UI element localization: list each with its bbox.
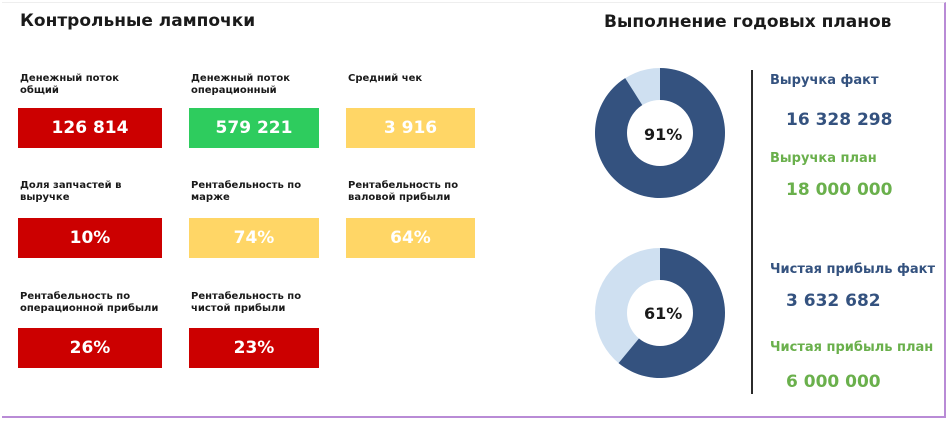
lamp-cashflow-operating: 579 221 <box>189 108 319 148</box>
lamp-label-cashflow-total: Денежный поток общий <box>20 73 120 96</box>
revenue-plan-percent: 91% <box>644 125 683 144</box>
revenue-fact-value: 16 328 298 <box>786 110 893 130</box>
donut-hole <box>627 280 693 346</box>
divider-line <box>751 70 753 394</box>
revenue-plan-value: 18 000 000 <box>786 180 893 200</box>
lamp-label-cashflow-operating: Денежный поток операционный <box>191 73 291 96</box>
lamp-label-parts-share: Доля запчастей в выручке <box>20 180 122 203</box>
revenue-plan-donut <box>595 68 725 198</box>
lamp-operating-profitability: 26% <box>18 328 162 368</box>
profit-plan-value: 6 000 000 <box>786 372 881 392</box>
profit-fact-value: 3 632 682 <box>786 291 881 311</box>
lamp-parts-share: 10% <box>18 218 162 258</box>
lamp-label-gross-profitability: Рентабельность по валовой прибыли <box>348 180 459 203</box>
revenue-fact-label: Выручка факт <box>770 73 879 88</box>
profit-plan-label: Чистая прибыль план <box>770 340 934 355</box>
lamp-margin-profitability: 74% <box>189 218 319 258</box>
revenue-plan-label: Выручка план <box>770 151 877 166</box>
lamp-label-margin-profitability: Рентабельность по марже <box>191 180 302 203</box>
lamps-title: Контрольные лампочки <box>20 11 256 31</box>
donut-hole <box>627 100 693 166</box>
profit-plan-donut <box>595 248 725 378</box>
profit-fact-label: Чистая прибыль факт <box>770 262 936 277</box>
lamp-label-operating-profitability: Рентабельность по операционной прибыли <box>20 291 159 314</box>
lamp-cashflow-total: 126 814 <box>18 108 162 148</box>
profit-plan-percent: 61% <box>644 304 683 323</box>
lamp-label-net-profitability: Рентабельность по чистой прибыли <box>191 291 302 314</box>
lamp-label-average-check: Средний чек <box>348 73 423 84</box>
plans-title: Выполнение годовых планов <box>604 12 892 32</box>
lamp-gross-profitability: 64% <box>346 218 475 258</box>
dashboard-frame <box>2 2 946 418</box>
lamp-average-check: 3 916 <box>346 108 475 148</box>
lamp-net-profitability: 23% <box>189 328 319 368</box>
